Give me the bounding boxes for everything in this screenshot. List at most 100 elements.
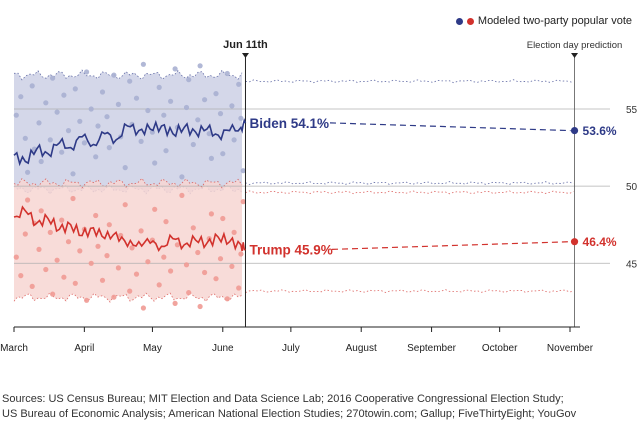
biden-poll-point-23 — [99, 89, 106, 95]
markers — [570, 127, 579, 246]
x-tick-label-october: October — [482, 343, 518, 354]
biden-poll-point-16 — [72, 86, 78, 92]
biden-poll-point-47 — [190, 141, 196, 148]
election-day-arrow — [571, 53, 579, 58]
biden-poll-point-35 — [145, 107, 151, 114]
biden-poll-point-11 — [54, 109, 60, 115]
trump-poll-point-34 — [140, 305, 146, 311]
trump-poll-point-54 — [217, 256, 224, 262]
biden-poll-point-0 — [13, 112, 19, 118]
trump-poll-point-61 — [240, 199, 246, 205]
today-arrow — [241, 53, 249, 58]
trump-poll-point-25 — [106, 222, 112, 228]
biden-poll-point-42 — [172, 66, 178, 72]
trump-poll-point-10 — [50, 291, 56, 297]
biden-poll-point-41 — [168, 98, 174, 104]
trump-poll-point-21 — [93, 212, 99, 219]
biden-forecast-line — [329, 122, 571, 132]
trump-poll-point-22 — [95, 243, 101, 249]
biden-poll-point-33 — [138, 138, 144, 144]
biden-poll-point-9 — [47, 137, 53, 143]
biden-poll-point-39 — [161, 112, 167, 118]
trump-poll-point-59 — [236, 285, 242, 291]
trump-poll-point-60 — [238, 251, 244, 257]
labels: Biden 54.1% 53.6% Trump 45.9% 46.4% Jun 11th… — [223, 39, 622, 257]
biden-poll-point-61 — [240, 168, 246, 174]
biden-poll-point-18 — [81, 140, 87, 146]
trump-poll-point-30 — [127, 288, 133, 294]
trump-history-line — [13, 205, 246, 252]
biden-poll-point-38 — [156, 84, 162, 90]
trump-poll-point-27 — [115, 265, 121, 271]
sources: Sources: US Census Bureau; MIT Election … — [2, 392, 638, 422]
x-tick-label-april: April — [74, 343, 94, 354]
biden-poll-point-59 — [236, 81, 242, 87]
trump-poll-point-19 — [84, 297, 90, 303]
today-label: Jun 11th — [223, 39, 268, 51]
biden-poll-point-50 — [202, 97, 208, 103]
trump-poll-point-55 — [220, 215, 226, 222]
biden-poll-point-46 — [186, 77, 192, 83]
x-tick-label-november: November — [547, 343, 594, 354]
biden-poll-point-57 — [229, 103, 235, 109]
trump-poll-point-58 — [231, 229, 237, 235]
trump-poll-point-47 — [190, 225, 196, 231]
biden-poll-point-55 — [220, 151, 226, 157]
biden-poll-point-56 — [224, 70, 230, 77]
trump-poll-point-46 — [186, 290, 192, 296]
biden-poll-point-2 — [22, 135, 28, 141]
trump-poll-point-52 — [208, 211, 214, 217]
source-line-1: Sources: US Census Bureau; MIT Election … — [2, 393, 564, 405]
trump-poll-point-0 — [13, 254, 19, 260]
biden-poll-point-52 — [208, 155, 214, 161]
trump-forecast-lower-edge — [245, 289, 574, 293]
trump-poll-point-4 — [29, 283, 35, 289]
trump-poll-point-26 — [111, 294, 117, 300]
x-tick-label-july: July — [282, 343, 300, 354]
trump-band-lower-edge — [13, 291, 243, 303]
biden-history-line — [13, 118, 247, 167]
biden-band — [14, 70, 242, 195]
biden-poll-point-13 — [61, 92, 67, 98]
biden-poll-point-51 — [206, 131, 212, 137]
biden-poll-point-10 — [50, 75, 56, 81]
biden-poll-point-7 — [38, 158, 44, 165]
biden-poll-point-25 — [106, 145, 112, 151]
legend-biden-dot — [455, 17, 463, 25]
trump-poll-point-39 — [161, 254, 167, 260]
biden-poll-point-6 — [36, 120, 42, 126]
biden-poll-point-24 — [104, 114, 110, 120]
biden-poll-point-40 — [163, 148, 169, 154]
trump-poll-point-42 — [172, 300, 178, 306]
biden-poll-point-58 — [231, 137, 237, 143]
biden-poll-point-54 — [217, 111, 224, 117]
series-lines — [13, 53, 579, 327]
trump-poll-point-7 — [38, 208, 44, 214]
trump-poll-point-38 — [156, 282, 162, 288]
biden-poll-point-22 — [95, 123, 101, 129]
biden-poll-point-12 — [59, 149, 65, 155]
election-day-label: Election day prediction — [527, 40, 623, 51]
biden-poll-point-14 — [65, 128, 72, 134]
biden-poll-point-32 — [133, 95, 140, 101]
biden-poll-point-19 — [84, 69, 90, 75]
trump-prediction-marker — [570, 238, 579, 246]
biden-poll-point-37 — [152, 160, 158, 166]
trump-poll-point-35 — [145, 259, 151, 265]
trump-poll-point-45 — [183, 262, 190, 268]
trump-poll-point-16 — [72, 280, 78, 286]
trump-poll-point-2 — [22, 231, 28, 237]
trump-poll-point-43 — [174, 242, 180, 248]
x-tick-label-june: June — [212, 343, 234, 354]
y-tick-label-45: 45 — [626, 259, 638, 270]
trump-poll-point-1 — [18, 273, 24, 279]
biden-poll-point-49 — [197, 63, 203, 69]
biden-poll-point-29 — [122, 165, 128, 171]
trump-poll-point-56 — [224, 296, 230, 302]
trump-prediction-label: 46.4% — [583, 235, 617, 249]
biden-poll-point-3 — [25, 169, 31, 175]
biden-prediction-label: 53.6% — [583, 124, 617, 138]
trump-poll-point-31 — [129, 245, 135, 251]
biden-poll-point-53 — [213, 91, 219, 97]
trump-poll-point-50 — [202, 269, 208, 276]
